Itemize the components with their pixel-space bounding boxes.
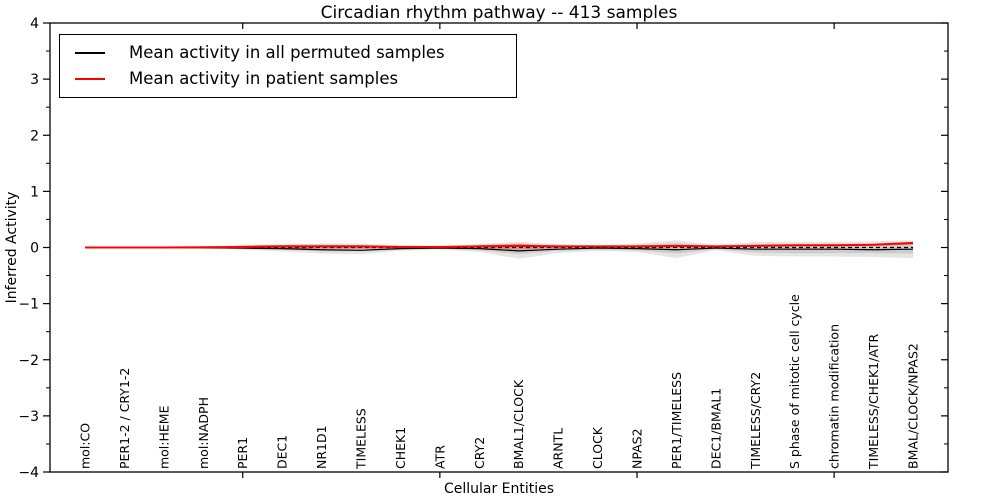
x-tick-label: ATR — [432, 445, 447, 469]
legend-label-patient: Mean activity in patient samples — [129, 68, 399, 88]
patient-line-swatch — [75, 77, 105, 80]
legend-item-permuted: Mean activity in all permuted samples — [60, 43, 516, 62]
x-tick-label: chromatin modification — [827, 324, 842, 469]
x-tick-label: mol:CO — [78, 423, 93, 469]
legend-label-permuted: Mean activity in all permuted samples — [129, 43, 445, 62]
x-tick-label: TIMELESS/CRY2 — [748, 372, 763, 470]
x-axis-label: Cellular Entities — [444, 481, 554, 497]
legend-box: Mean activity in all permuted samples Me… — [59, 34, 517, 98]
x-tick-label: BMAL1/CLOCK — [511, 379, 526, 469]
x-tick-label: PER1/TIMELESS — [669, 372, 684, 469]
x-tick-label: CLOCK — [590, 426, 605, 469]
x-tick-label: TIMELESS/CHEK1/ATR — [866, 333, 881, 470]
x-tick-label: NPAS2 — [630, 428, 645, 469]
x-tick-label: PER1-2 / CRY1-2 — [117, 368, 132, 469]
x-tick-label: ARNTL — [551, 428, 566, 469]
y-tick-label: 3 — [30, 72, 39, 88]
x-tick-label: CHEK1 — [393, 427, 408, 469]
y-tick-label: 2 — [30, 128, 39, 144]
y-tick-label: 4 — [30, 16, 39, 32]
x-tick-label: DEC1/BMAL1 — [708, 388, 723, 469]
x-tick-label: mol:HEME — [156, 405, 171, 469]
x-tick-label: mol:NADPH — [196, 397, 211, 469]
y-tick-label: −3 — [18, 409, 39, 425]
x-tick-label: BMAL/CLOCK/NPAS2 — [906, 343, 921, 469]
chart-title: Circadian rhythm pathway -- 413 samples — [321, 3, 678, 23]
y-tick-label: 1 — [30, 184, 39, 200]
y-tick-label: 0 — [30, 241, 39, 257]
y-tick-label: −2 — [18, 353, 39, 369]
patient-mean-line — [85, 242, 914, 249]
permuted-line-swatch — [75, 52, 105, 55]
x-tick-label: S phase of mitotic cell cycle — [787, 294, 802, 469]
y-tick-label: −4 — [18, 465, 39, 481]
y-axis-label: Inferred Activity — [4, 192, 20, 304]
x-tick-label: CRY2 — [472, 437, 487, 469]
y-tick-label: −1 — [18, 297, 39, 313]
x-tick-label: PER1 — [235, 437, 250, 469]
x-tick-label: TIMELESS — [354, 408, 369, 470]
legend-item-patient: Mean activity in patient samples — [60, 68, 516, 88]
x-tick-label: NR1D1 — [314, 425, 329, 469]
x-tick-label: DEC1 — [275, 435, 290, 469]
